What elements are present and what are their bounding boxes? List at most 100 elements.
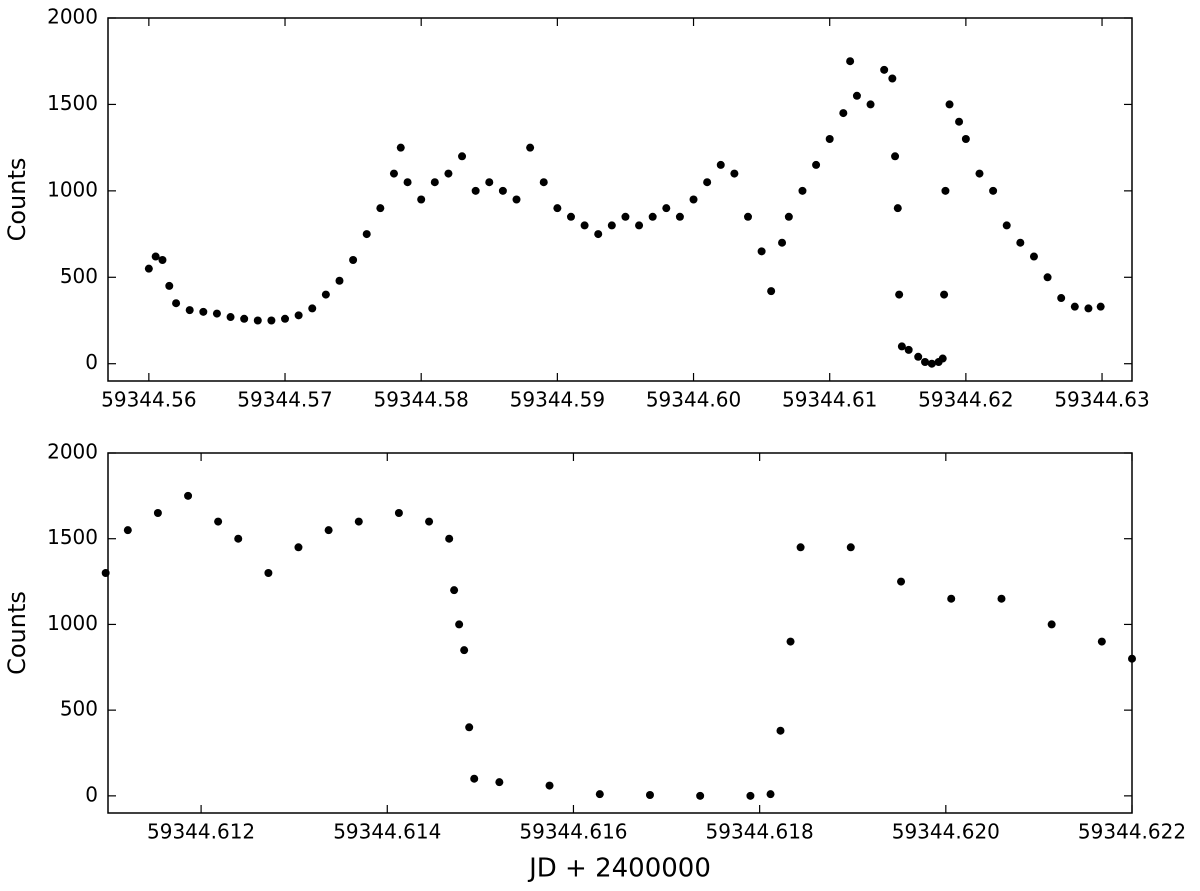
- data-point: [389, 169, 398, 178]
- data-point: [294, 543, 303, 552]
- data-point: [940, 290, 949, 299]
- data-point: [594, 230, 603, 239]
- data-point: [465, 723, 474, 732]
- x-tick-label: 59344.61: [782, 388, 877, 412]
- data-point: [947, 594, 956, 603]
- data-point: [662, 204, 671, 213]
- data-point: [226, 313, 235, 322]
- data-point: [866, 100, 875, 109]
- data-point: [450, 586, 459, 595]
- data-point: [880, 65, 889, 74]
- data-point: [975, 169, 984, 178]
- data-point: [914, 352, 923, 361]
- data-point: [580, 221, 589, 230]
- data-point: [308, 304, 317, 313]
- data-point: [495, 778, 504, 787]
- data-point: [744, 212, 752, 221]
- data-point: [927, 359, 936, 368]
- plot-frame: [107, 17, 1133, 382]
- x-tick-label: 59344.57: [237, 388, 332, 412]
- data-point: [595, 790, 604, 799]
- y-tick-label: 2000: [47, 5, 98, 29]
- data-point: [539, 178, 548, 187]
- data-point: [989, 186, 998, 195]
- data-point: [294, 311, 303, 320]
- data-point: [1070, 302, 1079, 311]
- data-point: [955, 117, 964, 126]
- data-point: [1002, 221, 1011, 230]
- y-tick-label: 500: [60, 264, 98, 288]
- data-point: [825, 135, 834, 143]
- data-point: [354, 517, 363, 526]
- data-point: [675, 212, 684, 221]
- data-point: [172, 299, 181, 308]
- y-tick-label: 1000: [47, 177, 98, 201]
- data-point: [553, 204, 562, 213]
- data-point: [945, 100, 954, 109]
- data-point: [396, 143, 405, 152]
- data-point: [621, 212, 630, 221]
- data-point: [941, 186, 950, 195]
- x-tick-label: 59344.612: [147, 820, 255, 844]
- data-point: [839, 109, 848, 118]
- data-point: [253, 316, 262, 325]
- data-point: [240, 314, 249, 323]
- data-point: [997, 594, 1006, 603]
- y-tick-label: 500: [60, 697, 98, 721]
- data-point: [458, 152, 467, 161]
- data-point: [846, 57, 855, 66]
- x-tick-label: 59344.622: [1078, 820, 1186, 844]
- data-point: [430, 178, 439, 187]
- data-point: [852, 91, 861, 100]
- data-point: [101, 569, 110, 577]
- data-point: [1084, 304, 1093, 313]
- data-point: [648, 212, 657, 221]
- data-point: [893, 204, 902, 213]
- data-point: [425, 517, 434, 526]
- y-tick-label: 0: [85, 350, 98, 374]
- data-point: [1128, 654, 1136, 663]
- x-tick-label: 59344.59: [510, 388, 605, 412]
- data-point: [607, 221, 616, 230]
- data-point: [444, 169, 453, 178]
- data-point: [921, 357, 930, 366]
- data-point: [417, 195, 426, 204]
- data-point: [757, 247, 766, 256]
- data-point: [376, 204, 385, 213]
- x-tick-label: 59344.620: [892, 820, 1000, 844]
- data-point: [635, 221, 644, 230]
- data-point: [1096, 302, 1105, 311]
- data-point: [526, 143, 535, 152]
- data-point: [897, 342, 906, 351]
- data-point: [158, 256, 167, 264]
- data-point: [144, 264, 153, 273]
- data-point: [778, 238, 787, 247]
- data-point: [214, 517, 223, 526]
- data-point: [798, 186, 807, 195]
- data-point: [471, 186, 480, 195]
- y-tick-label: 0: [85, 782, 98, 806]
- data-point: [891, 152, 900, 161]
- data-point: [961, 135, 970, 143]
- x-tick-label: 59344.62: [918, 388, 1013, 412]
- data-point: [846, 543, 855, 552]
- data-point: [498, 186, 507, 195]
- data-point: [267, 316, 276, 325]
- data-point: [403, 178, 412, 187]
- x-tick-label: 59344.616: [519, 820, 627, 844]
- data-point: [730, 169, 739, 178]
- data-point: [1043, 273, 1052, 282]
- data-point: [460, 646, 469, 655]
- data-point: [153, 509, 162, 517]
- x-tick-label: 59344.58: [373, 388, 468, 412]
- data-point: [1047, 620, 1056, 629]
- data-point: [703, 178, 712, 187]
- y-axis-label: Counts: [3, 158, 31, 242]
- data-point: [212, 309, 221, 318]
- data-point: [321, 290, 330, 299]
- data-point: [776, 726, 785, 735]
- data-point: [904, 345, 913, 354]
- data-point: [786, 637, 795, 646]
